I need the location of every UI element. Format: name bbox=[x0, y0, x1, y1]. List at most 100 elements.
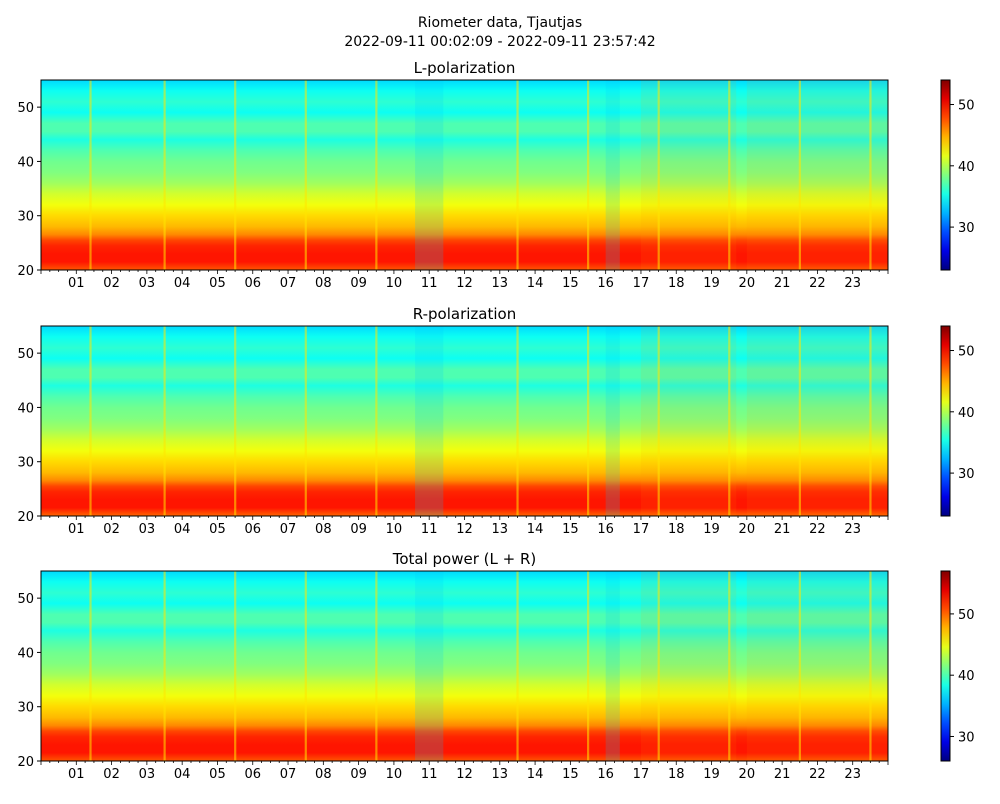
heatmap-spike bbox=[869, 571, 872, 761]
heatmap-spike bbox=[516, 80, 519, 270]
heatmap-spike bbox=[798, 571, 801, 761]
x-tick-label: 09 bbox=[350, 767, 367, 782]
panel-3: Total power (L + R) 20 30 40 50 01 02 03 04 05 06 0… bbox=[17, 550, 974, 782]
x-tick-label: 06 bbox=[244, 522, 261, 537]
x-tick-label: 18 bbox=[668, 767, 685, 782]
y-tick-label: 50 bbox=[17, 592, 34, 607]
x-tick-label: 13 bbox=[492, 276, 509, 291]
heatmap-spike bbox=[304, 571, 307, 761]
colorbar bbox=[940, 325, 951, 517]
heatmap-spike bbox=[516, 571, 519, 761]
x-tick-label: 04 bbox=[174, 522, 191, 537]
x-tick-label: 02 bbox=[103, 522, 120, 537]
x-tick-label: 23 bbox=[844, 767, 861, 782]
heatmap-spike bbox=[234, 326, 237, 516]
x-tick-label: 10 bbox=[386, 276, 403, 291]
x-tick-label: 22 bbox=[809, 276, 826, 291]
x-tick-label: 07 bbox=[280, 522, 297, 537]
x-tick-label: 17 bbox=[633, 276, 650, 291]
heatmap-spike bbox=[798, 80, 801, 270]
x-tick-label: 03 bbox=[139, 522, 156, 537]
x-tick-label: 15 bbox=[562, 276, 579, 291]
colorbar-tick-label: 30 bbox=[958, 221, 975, 236]
figure-title-line1: Riometer data, Tjautjas bbox=[418, 15, 582, 31]
x-tick-label: 12 bbox=[456, 276, 473, 291]
x-tick-label: 15 bbox=[562, 767, 579, 782]
heatmap-band bbox=[640, 326, 737, 516]
heatmap-field bbox=[41, 326, 888, 516]
x-tick-label: 21 bbox=[774, 522, 791, 537]
heatmap-spike bbox=[163, 326, 166, 516]
x-tick-label: 07 bbox=[280, 276, 297, 291]
heatmap-spike bbox=[798, 326, 801, 516]
heatmap-spike bbox=[89, 326, 92, 516]
y-tick-label: 30 bbox=[17, 210, 34, 225]
y-tick-label: 20 bbox=[17, 510, 34, 525]
x-tick-label: 14 bbox=[527, 276, 544, 291]
heatmap-spike bbox=[587, 80, 590, 270]
heatmap-spike bbox=[657, 326, 660, 516]
x-tick-label: 20 bbox=[739, 276, 756, 291]
heatmap-band bbox=[605, 326, 620, 516]
x-tick-label: 11 bbox=[421, 522, 438, 537]
x-tick-label: 14 bbox=[527, 522, 544, 537]
x-tick-label: 05 bbox=[209, 767, 226, 782]
x-tick-label: 13 bbox=[492, 767, 509, 782]
figure-title-line2: 2022-09-11 00:02:09 - 2022-09-11 23:57:4… bbox=[344, 34, 655, 50]
x-tick-label: 08 bbox=[315, 767, 332, 782]
x-tick-label: 19 bbox=[703, 522, 720, 537]
heatmap-spike bbox=[163, 571, 166, 761]
colorbar-tick-label: 50 bbox=[958, 99, 975, 114]
heatmap-spike bbox=[657, 80, 660, 270]
panel-1: L-polarization 20 30 40 50 01 02 03 04 05 06 07 08 09… bbox=[17, 59, 974, 291]
x-tick-label: 11 bbox=[421, 767, 438, 782]
x-tick-label: 08 bbox=[315, 522, 332, 537]
heatmap-spike bbox=[234, 80, 237, 270]
x-tick-label: 06 bbox=[244, 276, 261, 291]
x-tick-label: 04 bbox=[174, 767, 191, 782]
panel-title: L-polarization bbox=[414, 59, 516, 77]
x-tick-label: 20 bbox=[739, 767, 756, 782]
x-tick-label: 21 bbox=[774, 767, 791, 782]
x-tick-label: 03 bbox=[139, 767, 156, 782]
x-tick-label: 11 bbox=[421, 276, 438, 291]
x-tick-label: 05 bbox=[209, 522, 226, 537]
x-tick-label: 20 bbox=[739, 522, 756, 537]
heatmap-band bbox=[746, 571, 888, 761]
panel-2: R-polarization 20 30 40 50 01 02 03 04 05 06 07 08 09… bbox=[17, 305, 974, 537]
heatmap-spike bbox=[304, 80, 307, 270]
x-tick-label: 01 bbox=[68, 767, 85, 782]
x-tick-label: 12 bbox=[456, 522, 473, 537]
colorbar-tick-label: 40 bbox=[958, 406, 975, 421]
colorbar-tick-label: 50 bbox=[958, 608, 975, 623]
colorbar-tick-label: 30 bbox=[958, 730, 975, 745]
heatmap-band bbox=[640, 80, 737, 270]
heatmap-spike bbox=[657, 571, 660, 761]
heatmap-spike bbox=[587, 571, 590, 761]
heatmap-spike bbox=[375, 326, 378, 516]
heatmap-band bbox=[640, 571, 737, 761]
x-tick-label: 02 bbox=[103, 767, 120, 782]
y-tick-label: 20 bbox=[17, 264, 34, 279]
heatmap-band bbox=[605, 571, 620, 761]
colorbar bbox=[940, 570, 951, 762]
heatmap-spike bbox=[89, 80, 92, 270]
heatmap-band bbox=[415, 571, 444, 761]
x-tick-label: 01 bbox=[68, 276, 85, 291]
panel-title: Total power (L + R) bbox=[392, 550, 537, 568]
colorbar-tick-label: 50 bbox=[958, 345, 975, 360]
heatmap-band bbox=[605, 80, 620, 270]
y-tick-label: 20 bbox=[17, 755, 34, 770]
heatmap-spike bbox=[234, 571, 237, 761]
x-tick-label: 03 bbox=[139, 276, 156, 291]
heatmap-spike bbox=[869, 80, 872, 270]
x-tick-label: 22 bbox=[809, 767, 826, 782]
heatmap-band bbox=[415, 326, 444, 516]
x-tick-label: 19 bbox=[703, 276, 720, 291]
x-tick-label: 18 bbox=[668, 276, 685, 291]
heatmap-spike bbox=[163, 80, 166, 270]
x-tick-label: 18 bbox=[668, 522, 685, 537]
x-tick-label: 07 bbox=[280, 767, 297, 782]
x-tick-label: 09 bbox=[350, 522, 367, 537]
